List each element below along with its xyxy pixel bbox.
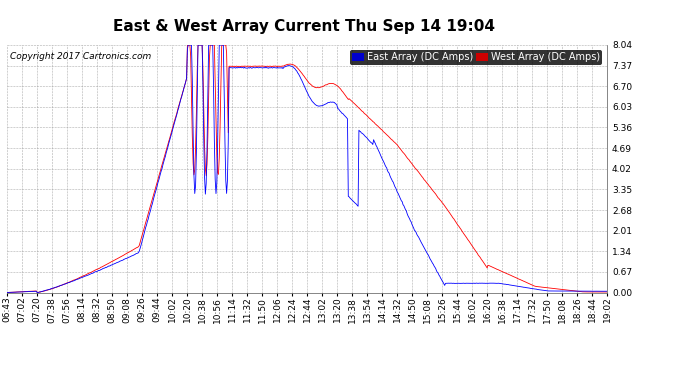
Text: Copyright 2017 Cartronics.com: Copyright 2017 Cartronics.com (10, 53, 151, 62)
Text: East & West Array Current Thu Sep 14 19:04: East & West Array Current Thu Sep 14 19:… (112, 19, 495, 34)
Legend: East Array (DC Amps), West Array (DC Amps): East Array (DC Amps), West Array (DC Amp… (350, 50, 602, 65)
